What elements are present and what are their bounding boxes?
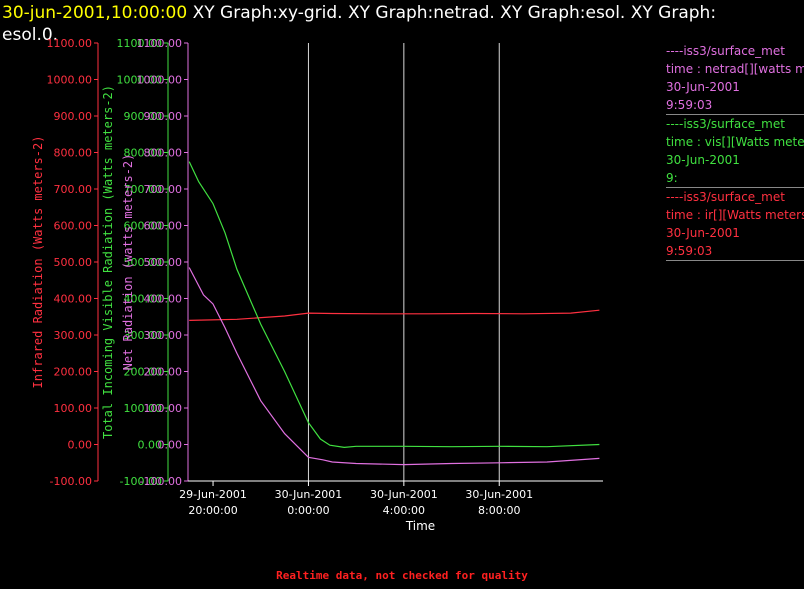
y-tick-label: 300.00	[144, 329, 183, 342]
y-tick-label: 1100.00	[137, 37, 183, 50]
series-line-netrad	[188, 267, 600, 466]
y-tick-label: 500.00	[124, 256, 163, 269]
y-axis-label: Net Radiation (watts meters-2)	[121, 154, 135, 371]
x-tick-label: 20:00:00	[188, 504, 237, 517]
series-line-ir	[189, 309, 600, 321]
y-tick-label: 500.00	[54, 256, 93, 269]
legend-line: ----iss3/surface_met	[666, 44, 785, 58]
legend-line: ----iss3/surface_met	[666, 190, 785, 204]
y-tick-label: 1100.00	[117, 37, 163, 50]
y-tick-label: 400.00	[144, 293, 183, 306]
header-title-line1: XY Graph:xy-grid. XY Graph:netrad. XY Gr…	[192, 3, 717, 23]
x-tick-label: 30-Jun-2001	[275, 488, 343, 501]
x-tick-label: 8:00:00	[478, 504, 520, 517]
y-tick-label: 300.00	[124, 329, 163, 342]
legend-line: time : ir[][Watts meters-2]	[666, 208, 804, 222]
y-axis-label: Infrared Radiation (Watts meters-2)	[31, 136, 45, 389]
y-tick-label: 200.00	[124, 366, 163, 379]
y-tick-label: 900.00	[124, 110, 163, 123]
y-tick-label: 1000.00	[117, 74, 163, 87]
x-tick-label: 0:00:00	[287, 504, 329, 517]
legend-line: ----iss3/surface_met	[666, 117, 785, 131]
legend-line: 30-Jun-2001	[666, 80, 740, 94]
y-tick-label: 100.00	[124, 402, 163, 415]
legend-line: 9:59:03	[666, 98, 713, 112]
y-tick-label: 700.00	[54, 183, 93, 196]
y-tick-label: 100.00	[144, 402, 183, 415]
x-axis-label: Time	[405, 519, 435, 533]
y-tick-label: 900.00	[54, 110, 93, 123]
legend-line: time : netrad[][watts meters-2]	[666, 62, 804, 76]
y-tick-label: 800.00	[144, 147, 183, 160]
y-tick-label: 200.00	[144, 366, 183, 379]
x-tick-label: 4:00:00	[383, 504, 425, 517]
series-line-vis	[188, 161, 600, 449]
y-tick-label: 800.00	[54, 147, 93, 160]
y-tick-label: 1100.00	[47, 37, 93, 50]
y-tick-label: 200.00	[54, 366, 93, 379]
y-tick-label: -100.00	[140, 475, 182, 488]
y-tick-label: 700.00	[124, 183, 163, 196]
y-tick-label: -100.00	[120, 475, 162, 488]
y-axis-label: Total Incoming Visible Radiation (Watts …	[101, 85, 115, 439]
y-tick-label: 0.00	[138, 439, 163, 452]
y-tick-label: 1000.00	[137, 74, 183, 87]
y-tick-label: 0.00	[68, 439, 93, 452]
y-tick-label: 900.00	[144, 110, 183, 123]
y-tick-label: 1000.00	[47, 74, 93, 87]
y-tick-label: 800.00	[124, 147, 163, 160]
y-tick-label: 500.00	[144, 256, 183, 269]
header-timestamp: 30-jun-2001,10:00:00	[2, 3, 188, 23]
y-tick-label: 0.00	[158, 439, 183, 452]
y-tick-label: 700.00	[144, 183, 183, 196]
x-tick-label: 29-Jun-2001	[179, 488, 247, 501]
chart-header: 30-jun-2001,10:00:00 XY Graph:xy-grid. X…	[2, 2, 782, 46]
legend-line: 9:	[666, 171, 678, 185]
y-tick-label: 400.00	[124, 293, 163, 306]
y-tick-label: 600.00	[144, 220, 183, 233]
y-tick-label: 600.00	[124, 220, 163, 233]
y-tick-label: -100.00	[50, 475, 92, 488]
x-tick-label: 30-Jun-2001	[465, 488, 533, 501]
x-tick-label: 30-Jun-2001	[370, 488, 438, 501]
legend-line: 9:59:03	[666, 244, 713, 258]
header-title-line2: esol.0.	[2, 25, 59, 45]
quality-note: Realtime data, not checked for quality	[276, 569, 528, 582]
y-tick-label: 300.00	[54, 329, 93, 342]
y-tick-label: 100.00	[54, 402, 93, 415]
legend-line: time : vis[][Watts meters-2]	[666, 135, 804, 149]
y-tick-label: 400.00	[54, 293, 93, 306]
y-tick-label: 600.00	[54, 220, 93, 233]
legend-line: 30-Jun-2001	[666, 153, 740, 167]
legend-line: 30-Jun-2001	[666, 226, 740, 240]
